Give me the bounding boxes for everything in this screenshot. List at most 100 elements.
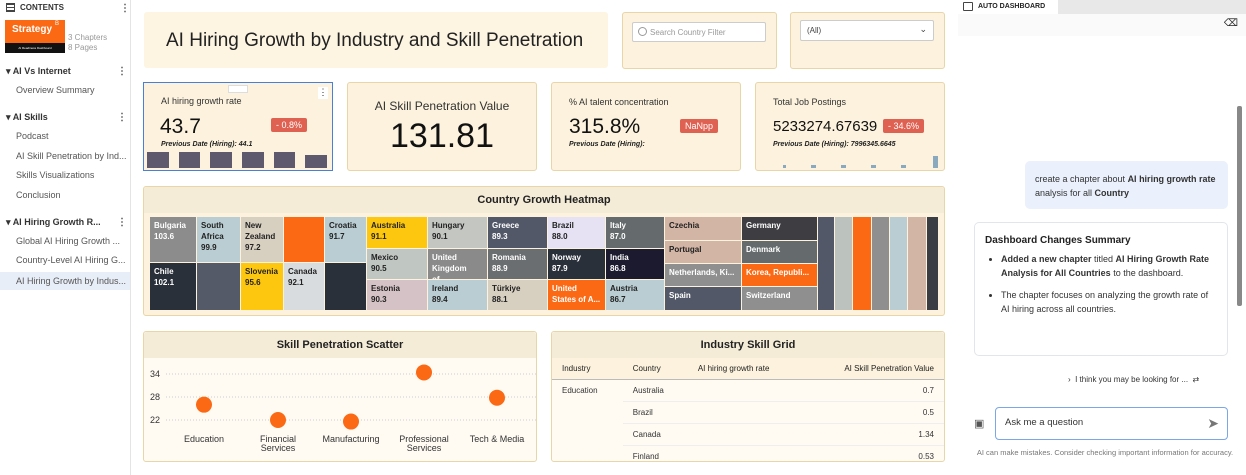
refresh-icon[interactable]: ⇄ <box>1188 375 1200 384</box>
heatmap-cell[interactable]: Netherlands, Ki... <box>665 264 741 286</box>
heatmap-cell[interactable]: Greece 89.3 <box>488 217 547 248</box>
scatter-point[interactable] <box>489 389 505 406</box>
heatmap-cell[interactable] <box>818 217 834 310</box>
column-header-industry[interactable]: Industry <box>552 358 623 380</box>
cell-value: 86.8 <box>610 264 626 273</box>
heatmap-cell[interactable] <box>284 217 324 262</box>
heatmap-cell[interactable]: South Africa 99.9 <box>197 217 240 262</box>
suggestion-link[interactable]: › I think you may be looking for ... ⇄ <box>1068 375 1199 384</box>
heatmap-cell[interactable] <box>835 217 852 310</box>
page-conclusion[interactable]: Conclusion <box>16 190 61 200</box>
table-row[interactable]: Canada 1.34 <box>552 423 944 446</box>
page-hiring-by-industry[interactable]: AI Hiring Growth by Indus... <box>0 272 130 290</box>
page-podcast[interactable]: Podcast <box>16 131 49 141</box>
eraser-icon[interactable]: ⌫ <box>1223 18 1238 29</box>
chapter-ai-hiring-growth[interactable]: AI Hiring Growth R... <box>6 217 101 228</box>
heatmap-cell[interactable]: Australia 91.1 <box>367 217 427 248</box>
heatmap-cell[interactable]: Chile 102.1 <box>150 263 196 310</box>
scatter-point[interactable] <box>196 396 212 413</box>
kpi-label: % AI talent concentration <box>569 97 669 107</box>
heatmap-cell[interactable] <box>872 217 889 310</box>
chapter-ai-skills[interactable]: AI Skills <box>6 112 48 123</box>
page-skills-visualizations[interactable]: Skills Visualizations <box>16 170 95 180</box>
column-header-hiring-rate[interactable]: AI hiring growth rate <box>687 358 805 380</box>
heatmap-cell[interactable] <box>927 217 938 310</box>
chapter-menu-icon[interactable]: ⋮ <box>117 112 127 123</box>
cell-value: 88.9 <box>492 264 508 273</box>
dashboard-icon <box>963 2 973 11</box>
heatmap-cell[interactable]: Türkiye 88.1 <box>488 280 547 310</box>
question-input[interactable]: Ask me a question ➤ <box>995 407 1228 440</box>
page-global-hiring[interactable]: Global AI Hiring Growth ... <box>16 236 121 246</box>
send-icon[interactable]: ➤ <box>1207 415 1219 431</box>
heatmap-cell[interactable]: Romania 88.9 <box>488 249 547 279</box>
heatmap-cell[interactable]: Ireland 89.4 <box>428 280 487 310</box>
chapter-menu-icon[interactable]: ⋮ <box>117 66 127 77</box>
country-select[interactable]: (All) ⌄ <box>800 20 934 41</box>
chapter-ai-vs-internet[interactable]: AI Vs Internet <box>6 66 71 77</box>
heatmap-cell[interactable] <box>853 217 871 310</box>
title-card: AI Hiring Growth by Industry and Skill P… <box>144 12 608 68</box>
heatmap-cell[interactable] <box>890 217 907 310</box>
cell-country: Estonia <box>371 284 400 293</box>
heatmap-cell[interactable]: Canada 92.1 <box>284 263 324 310</box>
cell-value: 91.7 <box>329 232 345 241</box>
cell-value: 87.9 <box>552 264 568 273</box>
heatmap-cell[interactable] <box>197 263 240 310</box>
table-row[interactable]: Brazil 0.5 <box>552 401 944 424</box>
heatmap-cell[interactable]: New Zealand 97.2 <box>241 217 283 262</box>
table-row[interactable]: Education Australia 0.7 <box>552 379 944 402</box>
heatmap-cell[interactable]: Germany <box>742 217 817 240</box>
column-header-country[interactable]: Country <box>622 358 688 380</box>
more-icon[interactable]: ⋮ <box>318 87 328 99</box>
search-country-input[interactable]: Search Country Filter <box>632 22 766 42</box>
page-overview-summary[interactable]: Overview Summary <box>16 85 95 95</box>
heatmap-cell[interactable]: Denmark <box>742 241 817 263</box>
heatmap-cell[interactable]: United States of A... <box>548 280 605 310</box>
page-skill-penetration[interactable]: AI Skill Penetration by Ind... <box>16 151 127 161</box>
table-cell <box>687 401 805 424</box>
heatmap-cell[interactable]: Spain <box>665 287 741 310</box>
kpi-hiring-growth[interactable]: ⋮ AI hiring growth rate 43.7 - 0.8% Prev… <box>143 82 333 171</box>
column-header-skill-value[interactable]: AI Skill Penetration Value <box>804 358 944 380</box>
heatmap-cell[interactable]: Austria 86.7 <box>606 280 664 310</box>
heatmap-cell[interactable]: Korea, Republi... <box>742 264 817 286</box>
heatmap-cell[interactable]: Mexico 90.5 <box>367 249 427 279</box>
scatter-point[interactable] <box>416 364 432 381</box>
heatmap-cell[interactable]: Slovenia 95.6 <box>241 263 283 310</box>
table-row[interactable]: Finland 0.53 <box>552 446 944 462</box>
heatmap-cell[interactable]: Italy 87.0 <box>606 217 664 248</box>
table-cell <box>552 446 623 462</box>
more-icon[interactable]: ⋮ <box>120 3 130 14</box>
heatmap-cell[interactable] <box>908 217 926 310</box>
scrollbar[interactable] <box>1237 106 1242 306</box>
heatmap-cell[interactable]: Portugal <box>665 241 741 263</box>
heatmap-cell[interactable]: Hungary 90.1 <box>428 217 487 248</box>
scatter-point[interactable] <box>343 413 359 430</box>
contents-title: CONTENTS <box>20 3 64 12</box>
table-cell: Education <box>562 386 598 396</box>
heatmap-cell[interactable]: Czechia <box>665 217 741 240</box>
image-upload-icon[interactable]: ▣ <box>974 418 985 430</box>
tab-auto-dashboard[interactable]: AUTO DASHBOARD <box>958 0 1058 14</box>
summary-item: The chapter focuses on analyzing the gro… <box>1001 288 1217 316</box>
cell-value: 89.4 <box>432 295 448 304</box>
chapter-menu-icon[interactable]: ⋮ <box>117 217 127 228</box>
heatmap-cell[interactable]: United Kingdom of... <box>428 249 487 279</box>
heatmap-cell[interactable]: Croatia 91.7 <box>325 217 366 262</box>
cell-country: Spain <box>669 291 691 300</box>
message-text: analysis for all <box>1035 188 1095 198</box>
drag-handle[interactable] <box>228 85 248 93</box>
heatmap-cell[interactable]: Bulgaria 103.6 <box>150 217 196 262</box>
cell-value: 88.1 <box>492 295 508 304</box>
heatmap-cell[interactable]: Norway 87.9 <box>548 249 605 279</box>
heatmap-cell[interactable]: Estonia 90.3 <box>367 280 427 310</box>
heatmap-cell[interactable] <box>325 263 366 310</box>
page-country-hiring[interactable]: Country-Level AI Hiring G... <box>16 255 126 265</box>
heatmap-cell[interactable]: Brazil 88.0 <box>548 217 605 248</box>
message-text: The chapter focuses on analyzing the gro… <box>1001 290 1209 314</box>
heatmap-cell[interactable]: India 86.8 <box>606 249 664 279</box>
scatter-point[interactable] <box>270 412 286 428</box>
heatmap-cell[interactable]: Switzerland <box>742 287 817 310</box>
chevron-right-icon: › <box>1068 375 1076 384</box>
